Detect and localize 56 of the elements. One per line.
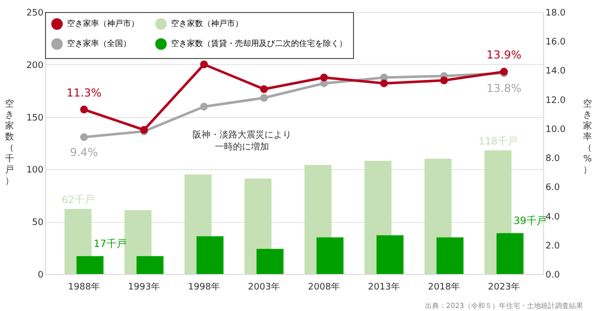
x-tick-label: 2003年 — [248, 282, 280, 292]
point — [80, 133, 88, 142]
legend-label: 空き家率（全国） — [67, 39, 131, 48]
bar — [316, 237, 344, 274]
y2-tick-label: 14.0 — [546, 66, 566, 77]
legend-label: 空き家数（賃貸・売却用及び二次的住宅を除く） — [171, 39, 347, 48]
y2-tick-label: 4.0 — [546, 212, 560, 222]
y-tick-label: 0 — [38, 270, 44, 280]
y2-axis-title: 空き家率（%） — [583, 98, 592, 176]
x-tick-label: 2023年 — [488, 282, 520, 292]
y2-tick-label: 0.0 — [546, 270, 560, 280]
point — [200, 60, 208, 68]
legend-label: 空き家率（神戸市） — [67, 19, 139, 28]
y-axis-title: 空き家数（千戸） — [5, 98, 14, 186]
y-tick-label: 250 — [26, 8, 44, 18]
data-label: 62千戸 — [62, 194, 94, 206]
point — [380, 79, 388, 88]
legend-label: 空き家数（神戸市） — [171, 19, 243, 28]
x-tick-label: 2018年 — [428, 282, 460, 292]
point — [320, 74, 328, 82]
bar — [436, 237, 464, 274]
x-tick-label: 1998年 — [188, 282, 220, 292]
annotation: 阪神・淡路大震災により一時的に増加 — [192, 129, 292, 152]
y2-tick-label: 10.0 — [546, 124, 566, 135]
x-tick-label: 1993年 — [128, 282, 160, 292]
point — [260, 85, 268, 94]
data-label: 118千戸 — [478, 135, 518, 148]
data-label: 11.3% — [66, 86, 102, 100]
point — [80, 106, 88, 114]
data-label: 9.4% — [70, 146, 98, 160]
bar — [256, 248, 284, 274]
y2-tick-label: 2.0 — [546, 241, 560, 252]
y-tick-label: 50 — [32, 218, 44, 228]
y2-tick-label: 18.0 — [546, 8, 566, 18]
bar — [136, 256, 164, 274]
bar — [76, 256, 104, 274]
y-tick-label: 100 — [26, 166, 44, 176]
data-label: 39千戸 — [514, 215, 546, 228]
bar — [496, 233, 524, 274]
bar — [376, 235, 404, 274]
point — [440, 76, 448, 84]
x-tick-label: 2008年 — [308, 282, 340, 292]
y-tick-label: 150 — [26, 113, 44, 124]
point — [260, 94, 268, 102]
y2-tick-label: 8.0 — [546, 154, 560, 164]
y2-tick-label: 6.0 — [546, 183, 560, 194]
data-label: 13.8% — [486, 82, 522, 96]
x-tick-label: 1988年 — [68, 282, 100, 292]
data-label: 17千戸 — [94, 238, 126, 250]
data-label: 13.9% — [486, 48, 522, 62]
y-tick-label: 200 — [26, 60, 44, 71]
point — [200, 102, 208, 110]
y2-tick-label: 16.0 — [546, 38, 566, 48]
y2-tick-label: 12.0 — [546, 96, 566, 106]
bar — [196, 236, 224, 274]
x-tick-label: 2013年 — [368, 282, 400, 292]
